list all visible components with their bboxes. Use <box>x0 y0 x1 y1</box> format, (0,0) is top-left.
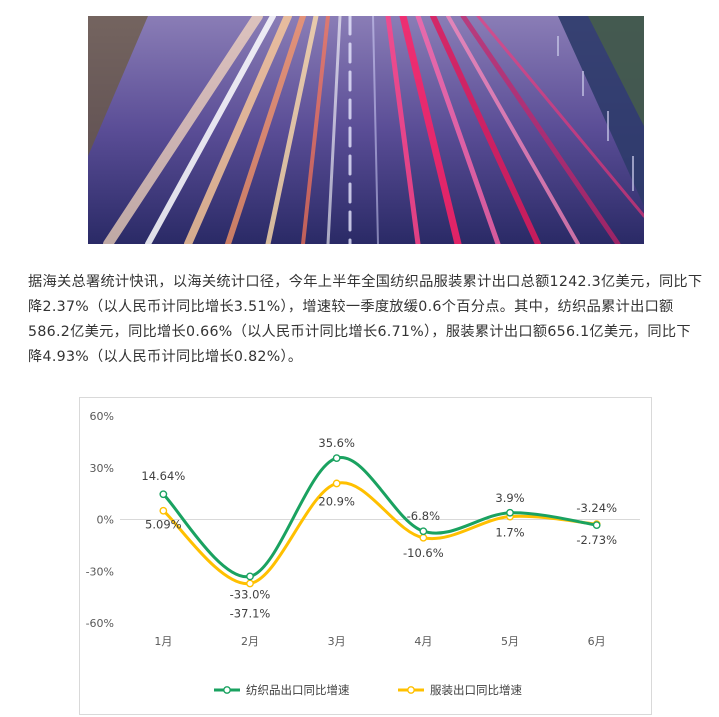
data-label: 20.9% <box>318 494 355 508</box>
data-label: -3.24% <box>576 501 617 515</box>
data-point <box>332 454 341 462</box>
x-tick-label: 2月 <box>241 635 259 648</box>
line-chart-svg: 60% 30% 0% -30% -60% 1月 2月 3月 4月 5月 6月 14.64% -33.0%… <box>86 410 640 697</box>
data-label: -37.1% <box>230 606 271 620</box>
article-paragraph: 据海关总署统计快讯，以海关统计口径，今年上半年全国纺织品服装累计出口总额1242… <box>28 274 703 365</box>
legend-marker <box>223 686 231 694</box>
x-tick-label: 4月 <box>414 635 432 648</box>
y-tick-label: 30% <box>90 462 114 475</box>
y-tick-label: 0% <box>97 514 114 527</box>
data-point <box>246 572 254 581</box>
x-tick-label: 3月 <box>328 635 346 648</box>
data-label: 3.9% <box>495 491 524 505</box>
x-tick-label: 1月 <box>154 635 172 648</box>
data-point <box>506 508 514 517</box>
data-label: 5.09% <box>145 518 182 532</box>
data-label: 35.6% <box>318 436 355 450</box>
highway-light-trails-photo <box>88 16 644 244</box>
data-label: -6.8% <box>407 509 440 523</box>
legend-label: 纺织品出口同比增速 <box>246 683 350 697</box>
y-tick-label: -60% <box>86 617 114 630</box>
data-label: -33.0% <box>230 587 271 601</box>
data-point <box>332 479 341 488</box>
data-label: -2.73% <box>576 533 617 547</box>
data-point <box>159 490 168 499</box>
data-point <box>246 579 254 588</box>
data-label: 1.7% <box>495 526 524 540</box>
line-chart: 60% 30% 0% -30% -60% 1月 2月 3月 4月 5月 6月 14.64% -33.0%… <box>79 397 652 715</box>
data-point <box>592 521 601 529</box>
legend-label: 服装出口同比增速 <box>430 683 522 697</box>
data-label: -10.6% <box>403 546 444 560</box>
x-tick-label: 5月 <box>501 635 519 648</box>
data-point <box>419 533 428 542</box>
data-point <box>159 506 168 515</box>
data-label: 14.64% <box>141 469 185 483</box>
hero-image <box>88 16 644 244</box>
y-tick-label: 60% <box>90 410 114 423</box>
x-tick-label: 6月 <box>588 635 606 648</box>
y-tick-label: -30% <box>86 565 114 578</box>
legend-marker <box>407 686 415 694</box>
data-point <box>419 527 428 536</box>
